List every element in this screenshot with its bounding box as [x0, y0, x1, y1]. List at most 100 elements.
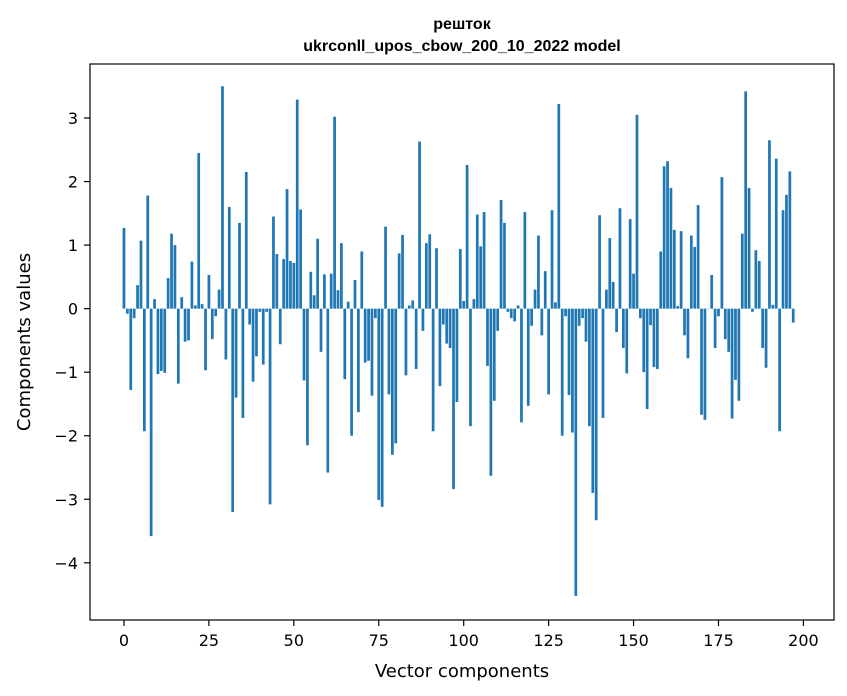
bar [526, 308, 530, 406]
bar [632, 273, 635, 309]
bar [710, 274, 714, 309]
bar [577, 308, 581, 326]
bar [584, 308, 588, 342]
bar [717, 308, 720, 317]
bar [126, 308, 129, 314]
bar [567, 308, 571, 396]
bar [618, 208, 622, 309]
bar [187, 308, 190, 341]
bar [761, 308, 765, 349]
bar [489, 308, 493, 476]
bar [533, 289, 537, 309]
bar [472, 299, 476, 309]
x-tick-label: 200 [788, 631, 819, 650]
bar [387, 308, 391, 395]
bar [231, 308, 235, 512]
bar [176, 308, 180, 384]
bar [537, 235, 540, 309]
bar [292, 262, 296, 309]
bar [329, 273, 333, 309]
bar [217, 289, 221, 309]
bar [414, 308, 418, 370]
bar [469, 308, 472, 427]
bar [557, 104, 561, 309]
bar [676, 306, 680, 309]
bar [353, 280, 357, 309]
bar [424, 243, 428, 309]
bar [149, 308, 153, 537]
x-tick-label: 125 [533, 631, 564, 650]
bar [452, 308, 455, 490]
bar [751, 308, 754, 312]
bar [639, 308, 642, 319]
bar [771, 304, 775, 309]
bar [543, 271, 547, 309]
bar [781, 210, 785, 309]
bar [323, 274, 326, 309]
bar [645, 308, 649, 410]
bar [666, 161, 669, 309]
bar [730, 308, 734, 419]
bar [530, 308, 533, 326]
bar [261, 308, 265, 365]
bar [333, 116, 336, 309]
bar [659, 251, 663, 309]
bar [496, 308, 500, 331]
bar [268, 308, 272, 505]
bar [703, 308, 707, 420]
bar [319, 308, 323, 352]
bar [255, 308, 258, 357]
y-axis: −4 −3 −2 −1 0 1 2 3 [54, 109, 90, 573]
bar [628, 219, 632, 309]
bar [441, 308, 445, 325]
bar [312, 295, 316, 309]
bar [462, 301, 466, 309]
bar [289, 260, 292, 309]
bar [625, 308, 629, 374]
bar [679, 231, 683, 309]
bar [747, 187, 751, 309]
bar [122, 227, 126, 309]
bar [438, 308, 442, 387]
bar [143, 308, 146, 432]
x-tick-label: 0 [119, 631, 129, 650]
bar [601, 308, 605, 418]
bar [686, 308, 690, 359]
y-axis-label: Components values [14, 253, 35, 431]
y-tick-label: −2 [54, 427, 78, 446]
bar [397, 253, 401, 309]
bar [418, 141, 421, 309]
bar [170, 233, 173, 309]
bar [757, 260, 761, 309]
bar [720, 177, 724, 309]
bar [139, 240, 143, 309]
bar [740, 233, 744, 309]
bar [248, 308, 252, 325]
bar [475, 214, 479, 309]
bar [482, 212, 486, 309]
bar [163, 308, 167, 373]
y-tick-label: −4 [54, 554, 78, 573]
bar [207, 274, 211, 309]
bar [774, 158, 778, 309]
bar [346, 301, 350, 309]
bar [146, 195, 150, 309]
bar [571, 308, 574, 433]
bar [509, 308, 513, 319]
bar [622, 308, 625, 349]
bar [642, 308, 646, 373]
y-tick-label: 1 [68, 236, 78, 255]
bar [591, 308, 595, 493]
bar [136, 285, 139, 309]
bar [564, 308, 567, 317]
bar [700, 308, 703, 415]
bar [662, 166, 666, 309]
bar [503, 222, 506, 309]
x-axis-label: Vector components [375, 661, 549, 682]
x-tick-label: 100 [448, 631, 479, 650]
bar [428, 234, 432, 309]
bar [689, 235, 693, 309]
x-tick-label: 50 [284, 631, 304, 650]
bar [581, 308, 584, 319]
y-tick-label: 3 [68, 109, 78, 128]
